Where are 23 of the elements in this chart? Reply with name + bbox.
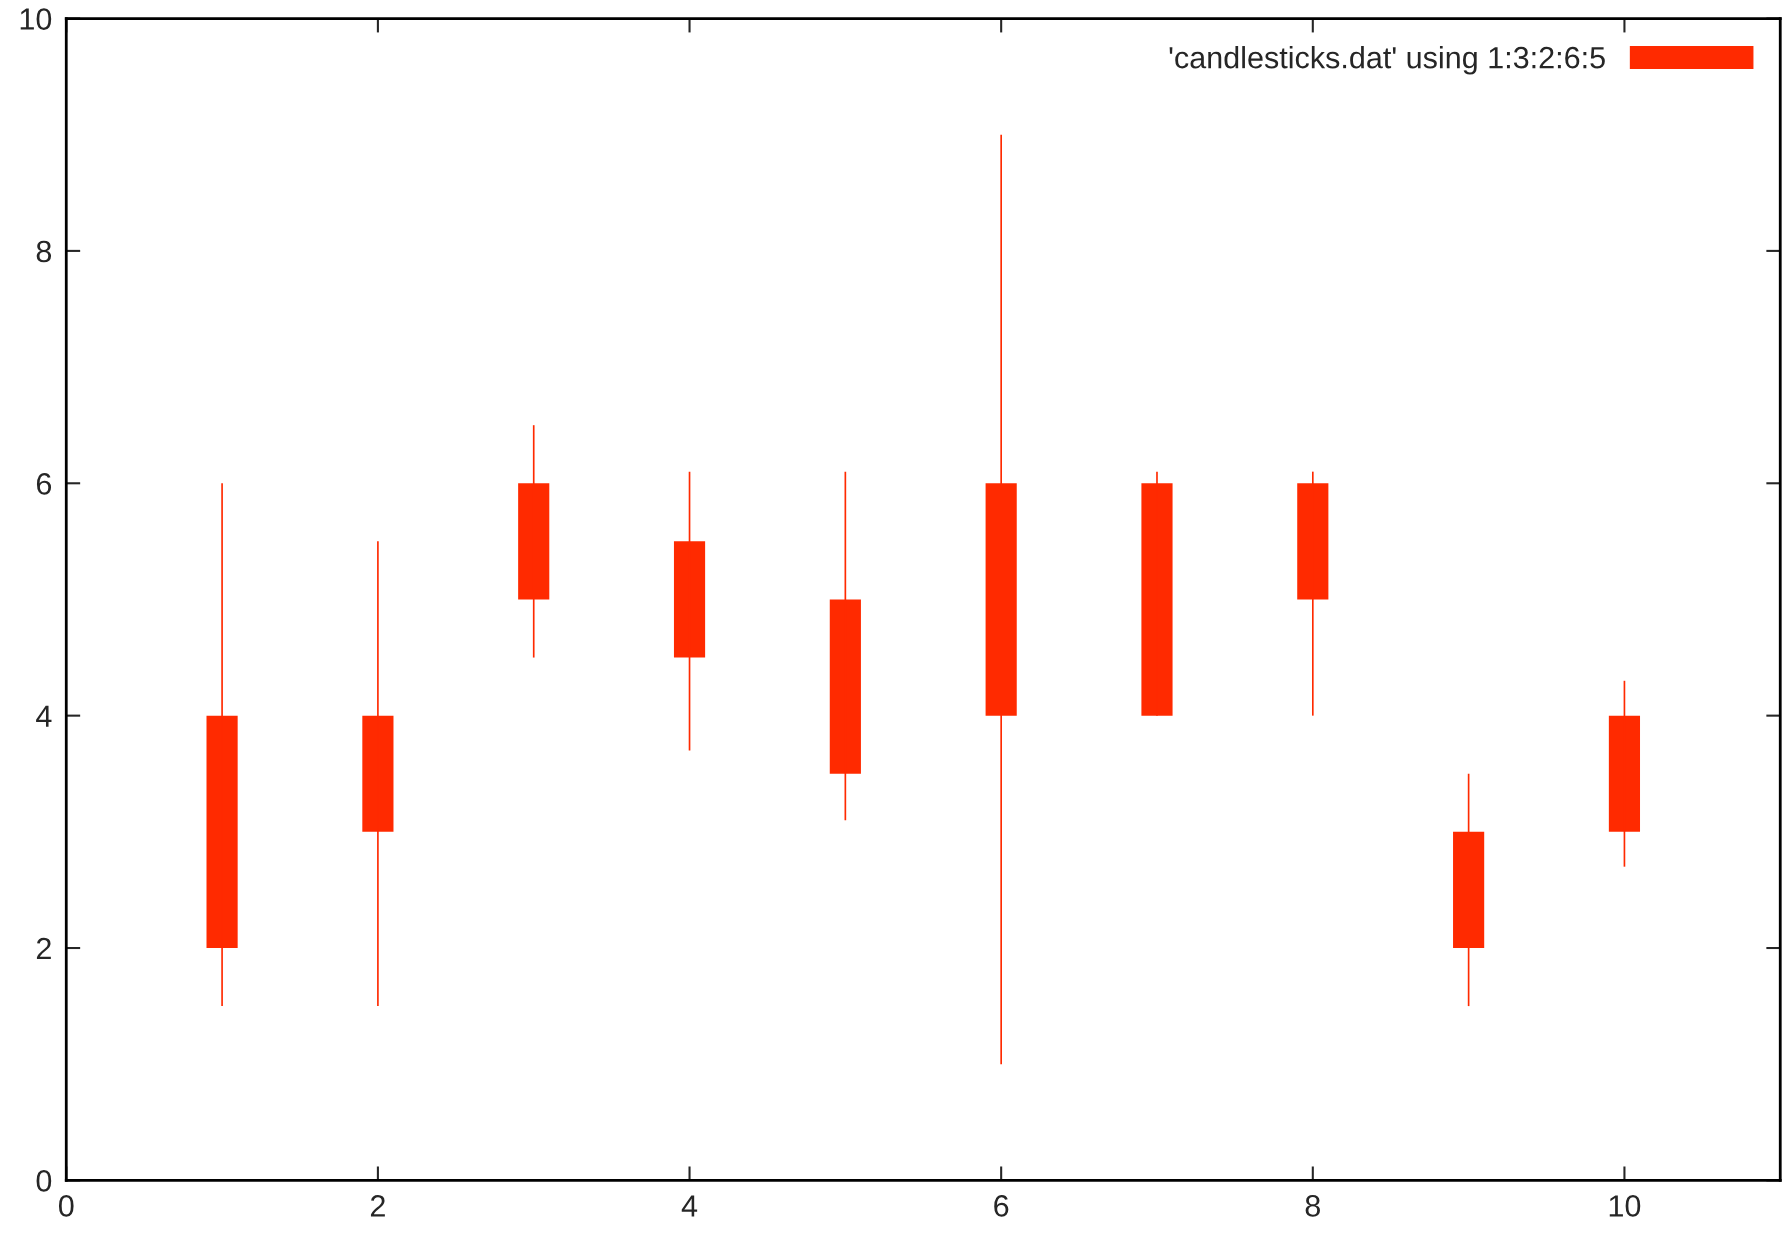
y-tick-label: 10: [20, 8, 52, 30]
candlestick: [1608, 679, 1641, 868]
y-tick-label: 2: [36, 937, 51, 960]
y-tick-label: 6: [36, 473, 52, 495]
candlestick: [673, 470, 706, 752]
x-tick-label: 0: [58, 1195, 74, 1217]
candlestick: [362, 540, 394, 1007]
candlestick: [829, 470, 861, 822]
legend-label: 'candlesticks.dat' using 1:3:2:6:5: [1169, 46, 1605, 75]
x-tick-label: 10: [1609, 1195, 1641, 1217]
x-tick-label: 6: [994, 1195, 1009, 1217]
candlestick: [985, 133, 1017, 1066]
x-tick-label: 4: [681, 1195, 698, 1217]
candlestick: [1297, 470, 1329, 717]
x-tick-label: 2: [370, 1195, 385, 1217]
y-tick-label: 0: [36, 1170, 52, 1192]
candlestick: [206, 482, 238, 1007]
candlestick: [518, 424, 550, 659]
candlestick: [1453, 772, 1485, 1007]
y-tick-label: 8: [36, 240, 52, 263]
y-tick-label: 4: [36, 705, 52, 727]
candlestick: [1141, 470, 1173, 717]
x-tick-label: 8: [1305, 1195, 1320, 1217]
